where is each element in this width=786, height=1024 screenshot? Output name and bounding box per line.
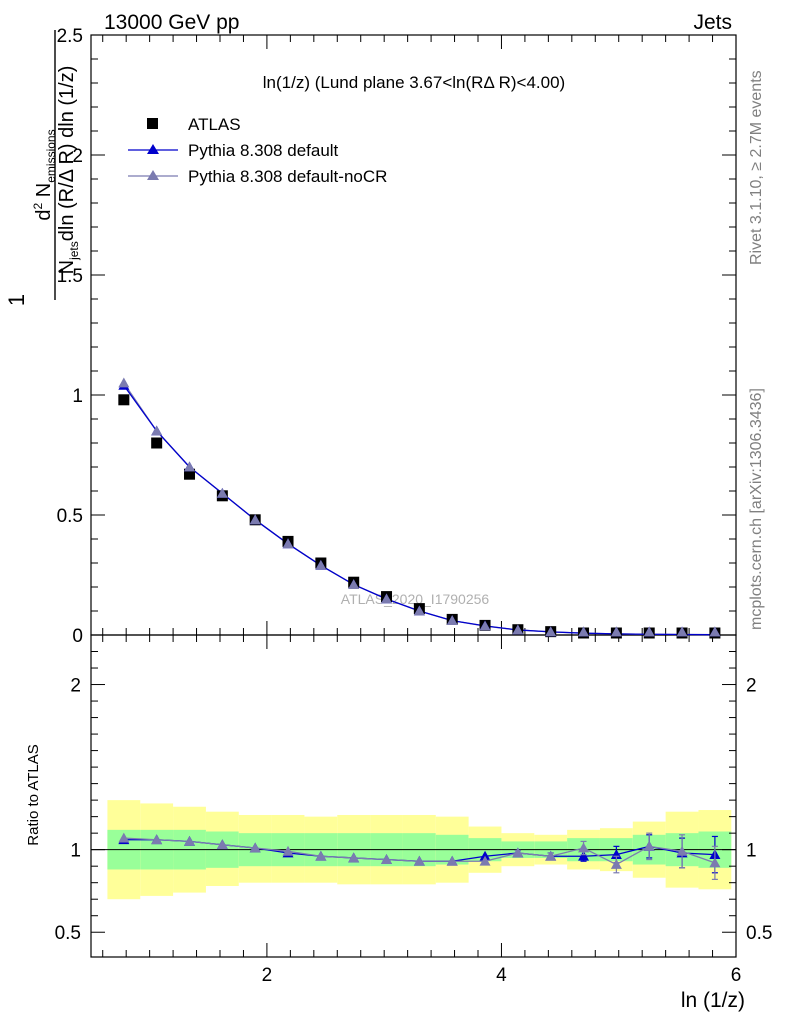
- ratio-x-tick-label: 6: [731, 965, 742, 986]
- main-y-axis-label-fraction: d2 Nemissions: [31, 129, 58, 220]
- mcplots-label: mcplots.cern.ch [arXiv:1306.3436]: [748, 388, 765, 630]
- ylabel-dln: dln (R/Δ R) dln (1/z): [56, 66, 78, 242]
- main-point-atlas: [151, 437, 163, 449]
- x-axis-label: ln (1/z): [681, 989, 745, 1012]
- ratio-point-nocr: [676, 845, 688, 856]
- svg-text:d2 Nemissions: d2 Nemissions: [31, 129, 58, 220]
- ratio-point-nocr: [545, 850, 557, 861]
- main-point-nocr: [676, 626, 688, 637]
- ylabel-d-sup: 2: [31, 202, 45, 209]
- ratio-point-nocr: [512, 847, 524, 858]
- ratio-point-nocr: [118, 832, 130, 843]
- ratio-point-nocr: [610, 859, 622, 869]
- ratio-point-nocr: [709, 857, 721, 868]
- ratio-y-tick-label-right: 1: [746, 841, 757, 862]
- legend-marker-atlas: [147, 118, 158, 129]
- main-point-atlas: [118, 394, 130, 406]
- ratio-point-nocr: [446, 855, 458, 866]
- ratio-axis-ticks: 0.5 0.5 1 1 2 2 2 4 6: [55, 635, 772, 986]
- main-y-tick-label: 1: [72, 386, 83, 407]
- header-left-label: 13000 GeV pp: [104, 11, 239, 34]
- main-point-nocr: [643, 626, 655, 637]
- main-point-nocr: [413, 605, 425, 616]
- ratio-point-nocr: [643, 840, 655, 851]
- main-point-nocr: [479, 620, 491, 631]
- ratio-y-tick-label: 0.5: [55, 923, 81, 944]
- main-point-nocr: [151, 425, 163, 436]
- ratio-point-default: [578, 850, 590, 861]
- ratio-point-nocr: [216, 839, 228, 850]
- ylabel-n: N: [33, 183, 55, 197]
- main-point-nocr: [216, 487, 228, 498]
- main-point-nocr: [610, 626, 622, 637]
- main-point-nocr: [315, 559, 327, 570]
- ratio-y-tick-label-right: 0.5: [746, 923, 772, 944]
- ylabel-nj: N: [56, 260, 78, 274]
- rivet-label: Rivet 3.1.10, ≥ 2.7M events: [748, 70, 765, 265]
- main-point-nocr: [348, 579, 360, 589]
- main-y-tick-label: 0.5: [57, 506, 83, 527]
- main-point-nocr: [709, 626, 721, 637]
- ratio-point-nocr: [184, 835, 196, 846]
- main-point-nocr: [446, 615, 458, 625]
- main-y-axis-label: 1: [4, 294, 29, 306]
- header-right-label: Jets: [693, 11, 732, 34]
- ratio-x-tick-label: 4: [496, 965, 507, 986]
- ratio-y-tick-label-right: 2: [746, 676, 757, 697]
- main-y-axis-label-denominator: Njetsdln (R/Δ R) dln (1/z): [56, 66, 81, 275]
- main-point-nocr: [184, 461, 196, 472]
- main-point-nocr: [118, 377, 130, 388]
- ylabel-d: d: [33, 209, 55, 220]
- ylabel-jets: jets: [67, 241, 81, 261]
- ylabel-one: 1: [4, 294, 29, 306]
- main-y-tick-label: 2.5: [57, 26, 83, 47]
- main-point-nocr: [545, 626, 557, 637]
- legend-label-atlas: ATLAS: [188, 115, 241, 134]
- main-point-nocr: [381, 593, 393, 604]
- ratio-point-default: [479, 850, 491, 861]
- main-point-nocr: [578, 626, 590, 637]
- ratio-y-axis-label: Ratio to ATLAS: [25, 744, 42, 845]
- ratio-plot-frame: [90, 634, 737, 958]
- ratio-series-layer: [118, 832, 721, 880]
- main-point-nocr: [512, 624, 524, 635]
- ratio-point-nocr: [381, 854, 393, 864]
- svg-text:Njetsdln (R/Δ R) dln (1/z): Njetsdln (R/Δ R) dln (1/z): [56, 66, 81, 275]
- main-series-layer: [118, 377, 721, 639]
- legend-marker-nocr: [147, 170, 159, 180]
- legend-marker-default: [147, 144, 159, 154]
- legend-label-nocr: Pythia 8.308 default-noCR: [188, 167, 387, 186]
- ratio-y-tick-label: 1: [70, 841, 81, 862]
- ratio-point-nocr: [151, 834, 163, 845]
- ratio-point-nocr: [413, 855, 425, 866]
- ratio-x-tick-label: 2: [262, 965, 273, 986]
- ratio-y-tick-label: 2: [70, 676, 81, 697]
- ratio-point-nocr: [348, 852, 360, 863]
- ratio-point-nocr: [315, 850, 327, 861]
- legend: ATLAS Pythia 8.308 default Pythia 8.308 …: [128, 115, 387, 186]
- legend-label-default: Pythia 8.308 default: [188, 141, 339, 160]
- main-y-tick-label: 0: [72, 626, 83, 647]
- main-y-tick-label: 1.5: [57, 266, 83, 287]
- main-point-nocr: [282, 538, 294, 549]
- ratio-point-nocr: [249, 842, 261, 853]
- ratio-point-nocr: [479, 855, 491, 866]
- ratio-point-nocr: [578, 842, 590, 853]
- main-axis-ticks: 0 0.5 1 1.5 2 2.5: [57, 26, 737, 647]
- plot-title: ln(1/z) (Lund plane 3.67<ln(RΔ R)<4.00): [263, 73, 565, 92]
- main-point-nocr: [249, 514, 261, 525]
- main-point-atlas: [184, 468, 196, 480]
- main-y-tick-label: 2: [72, 146, 83, 167]
- ratio-point-nocr: [282, 845, 294, 856]
